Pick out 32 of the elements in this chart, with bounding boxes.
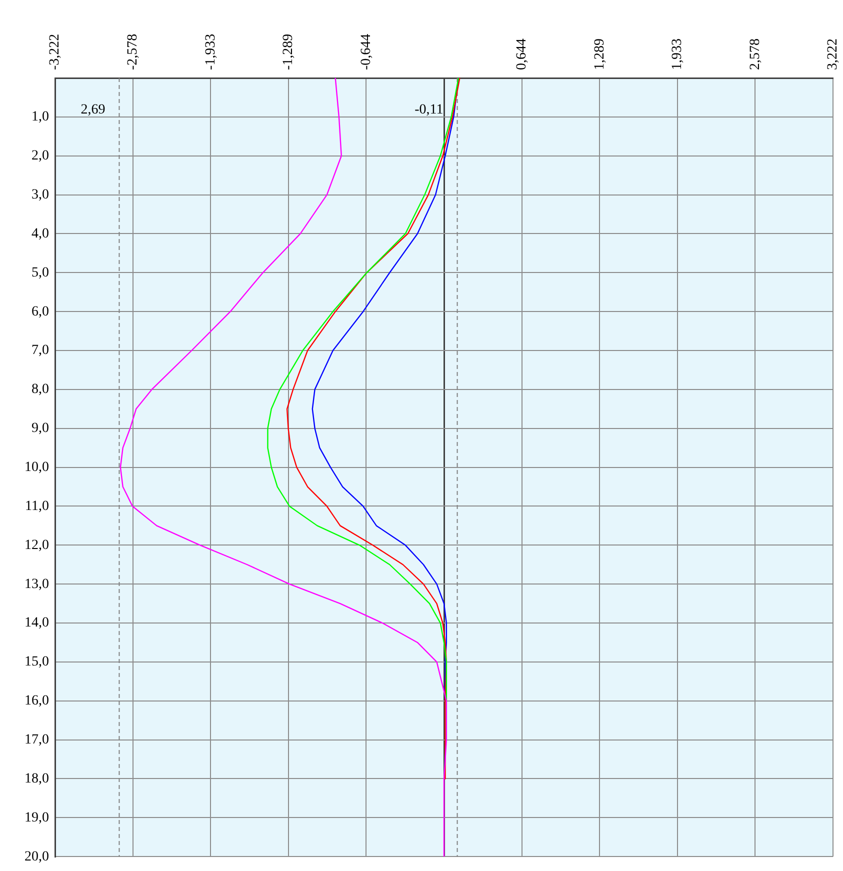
y-tick-label: 2,0	[32, 148, 49, 164]
x-tick-label: 2,578	[748, 38, 763, 70]
y-tick-label: 13,0	[24, 576, 49, 592]
annotation: -0,11	[414, 102, 444, 118]
y-tick-label: 14,0	[24, 616, 49, 631]
annotation: 2,69	[80, 102, 106, 118]
x-tick-label: 1,289	[592, 38, 608, 70]
y-tick-label: 3,0	[32, 187, 49, 202]
x-tick-label: 1,933	[670, 38, 686, 70]
y-tick-label: 16,0	[24, 694, 49, 709]
y-tick-label: 5,0	[32, 265, 49, 280]
y-tick-label: 6,0	[32, 304, 49, 320]
y-tick-label: 17,0	[24, 732, 49, 748]
x-tick-label: -1,289	[281, 34, 296, 70]
x-tick-label: 0,644	[514, 38, 530, 70]
x-tick-label: -1,933	[203, 34, 218, 70]
y-tick-label: 19,0	[24, 810, 49, 826]
y-tick-label: 1,0	[32, 110, 49, 125]
y-tick-label: 9,0	[32, 421, 49, 436]
x-tick-label: -3,222	[48, 34, 63, 70]
x-tick-label: 3,222	[826, 38, 841, 70]
x-tick-label: -0,644	[358, 34, 374, 70]
y-tick-label: 10,0	[24, 460, 49, 475]
y-tick-label: 18,0	[24, 771, 49, 786]
y-tick-label: 4,0	[32, 226, 49, 242]
y-tick-label: 20,0	[24, 849, 49, 864]
y-tick-label: 11,0	[25, 498, 49, 514]
x-tick-label: -2,578	[125, 34, 140, 70]
y-tick-label: 12,0	[24, 538, 49, 553]
y-tick-label: 8,0	[32, 382, 49, 398]
y-tick-label: 15,0	[24, 654, 49, 670]
y-tick-label: 7,0	[32, 343, 49, 358]
